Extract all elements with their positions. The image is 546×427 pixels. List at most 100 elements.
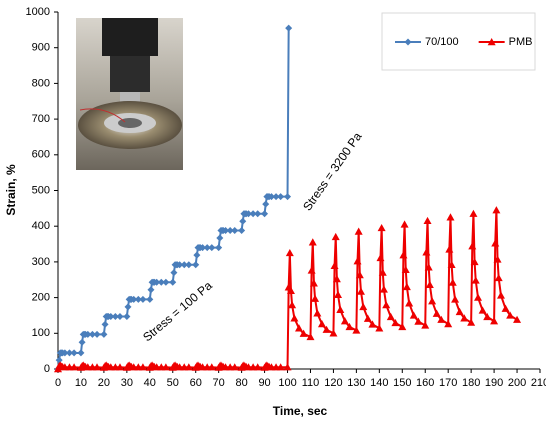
data-point: [400, 220, 409, 228]
data-point: [437, 315, 446, 323]
y-tick-label: 0: [44, 363, 50, 375]
data-point: [161, 363, 170, 371]
data-point: [146, 295, 154, 303]
data-point: [398, 322, 407, 331]
data-point: [216, 234, 224, 242]
data-point: [375, 324, 384, 332]
data-point: [147, 286, 155, 294]
data-point: [432, 309, 441, 317]
x-tick-label: 0: [55, 377, 61, 389]
y-tick-label: 300: [32, 256, 50, 268]
data-point: [285, 248, 294, 257]
x-tick-label: 10: [75, 377, 87, 389]
x-tick-label: 90: [258, 377, 270, 389]
data-point: [307, 266, 316, 274]
data-point: [139, 295, 147, 303]
data-point: [285, 24, 293, 32]
data-point: [423, 216, 432, 225]
data-point: [494, 273, 503, 282]
data-point: [467, 318, 476, 326]
data-point: [70, 363, 79, 371]
data-point: [306, 332, 315, 341]
data-point: [513, 315, 522, 323]
data-point: [309, 279, 318, 287]
data-point: [455, 307, 464, 316]
x-tick-label: 170: [439, 377, 457, 389]
data-point: [353, 257, 362, 265]
data-point: [399, 251, 408, 259]
y-tick-label: 900: [32, 42, 50, 54]
data-point: [77, 349, 85, 357]
data-point: [153, 278, 161, 286]
data-point: [193, 251, 201, 259]
data-point: [124, 303, 132, 311]
data-point: [317, 320, 326, 328]
data-point: [386, 312, 395, 321]
data-point: [308, 238, 317, 246]
data-point: [345, 322, 354, 331]
legend-marker: [404, 38, 412, 46]
data-point: [130, 295, 138, 303]
data-point: [470, 257, 479, 266]
x-tick-label: 180: [462, 377, 480, 389]
data-point: [138, 363, 147, 371]
data-point: [405, 299, 414, 307]
data-point: [444, 320, 453, 328]
data-point: [162, 278, 170, 286]
data-point: [496, 291, 505, 299]
data-point: [421, 321, 430, 329]
data-point: [253, 363, 262, 371]
data-point: [469, 209, 478, 217]
data-point: [492, 206, 501, 214]
data-point: [176, 261, 184, 269]
data-point: [249, 210, 257, 218]
data-point: [245, 210, 253, 218]
data-point: [84, 330, 92, 338]
legend: 70/100 PMB: [381, 12, 536, 71]
data-point: [277, 193, 285, 201]
photo-inset: [76, 18, 183, 170]
data-point: [267, 193, 275, 201]
data-point: [422, 248, 431, 256]
data-point: [199, 244, 207, 252]
x-tick-label: 100: [278, 377, 296, 389]
data-point: [70, 349, 78, 357]
data-point: [231, 226, 239, 234]
data-point: [460, 314, 469, 322]
data-point: [409, 311, 418, 319]
y-tick-label: 800: [32, 77, 50, 89]
data-point: [474, 293, 483, 301]
x-tick-label: 210: [531, 377, 546, 389]
x-tick-label: 160: [416, 377, 434, 389]
data-point: [425, 280, 434, 288]
data-point: [288, 301, 297, 309]
data-point: [261, 210, 269, 218]
data-point: [157, 278, 165, 286]
data-point: [355, 271, 364, 279]
data-point: [377, 223, 386, 232]
data-point: [468, 242, 477, 250]
data-point: [379, 285, 388, 293]
data-point: [331, 232, 340, 241]
data-point: [401, 265, 410, 273]
x-tick-label: 130: [347, 377, 365, 389]
data-point: [93, 330, 101, 338]
data-point: [262, 200, 270, 208]
data-point: [180, 261, 188, 269]
x-tick-label: 30: [121, 377, 133, 389]
x-tick-label: 50: [167, 377, 179, 389]
data-point: [78, 338, 86, 346]
data-point: [378, 268, 387, 276]
y-tick-label: 100: [32, 327, 50, 339]
data-point: [330, 261, 339, 270]
x-tick-label: 140: [370, 377, 388, 389]
data-point: [490, 317, 499, 325]
x-tick-label: 150: [393, 377, 411, 389]
x-axis-label: Time, sec: [273, 404, 328, 418]
data-point: [107, 313, 115, 321]
data-point: [184, 363, 193, 371]
x-tick-label: 200: [508, 377, 526, 389]
data-point: [65, 349, 73, 357]
y-tick-label: 200: [32, 292, 50, 304]
